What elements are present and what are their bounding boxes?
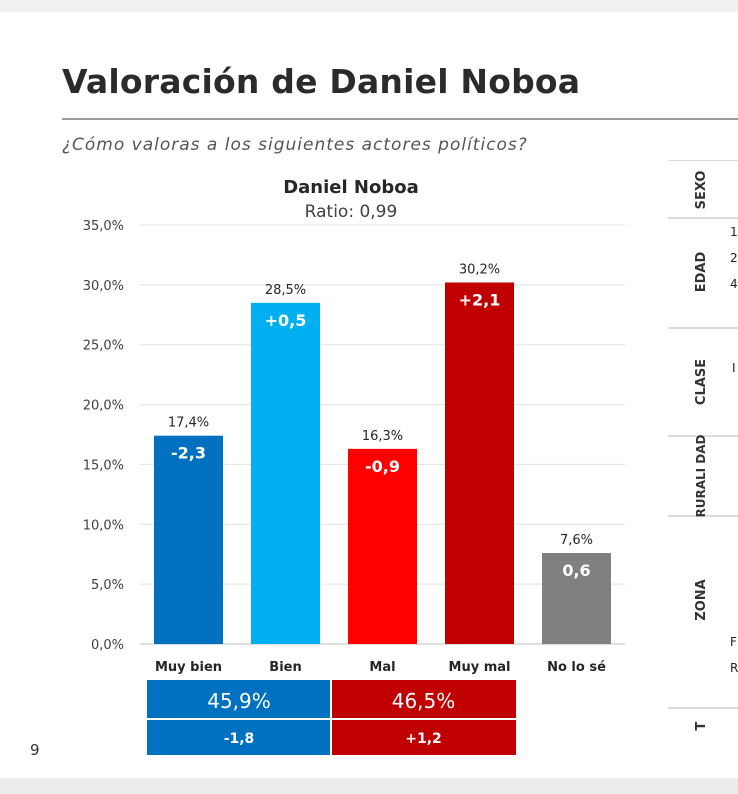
title-rule bbox=[62, 118, 738, 120]
x-category-label: No lo sé bbox=[547, 660, 606, 675]
summary-positive-change: -1,8 bbox=[224, 731, 255, 747]
side-label-clase: CLASE bbox=[694, 359, 709, 405]
x-category-label: Mal bbox=[369, 660, 395, 675]
bar-value-label: 28,5% bbox=[265, 283, 306, 298]
chart-subtitle: Ratio: 0,99 bbox=[305, 202, 398, 222]
side-label-edad: EDAD bbox=[694, 252, 709, 293]
bar bbox=[445, 282, 514, 644]
bar bbox=[251, 302, 320, 644]
x-category-label: Muy mal bbox=[449, 660, 511, 675]
x-category-label: Muy bien bbox=[155, 660, 222, 675]
bar-change-label: -0,9 bbox=[365, 457, 400, 476]
bar-value-label: 30,2% bbox=[459, 262, 500, 277]
y-tick-label: 25,0% bbox=[83, 339, 124, 354]
summary-negative-box bbox=[331, 680, 516, 755]
summary-positive-box bbox=[147, 680, 331, 755]
side-panel-crosstab: SEXO EDAD CLASE RURALI DAD ZONA T 1 2 4 … bbox=[668, 160, 738, 730]
side-label-total: T bbox=[694, 721, 709, 730]
summary-negative-change: +1,2 bbox=[405, 731, 442, 747]
survey-question: ¿Cómo valoras a los siguientes actores p… bbox=[62, 135, 528, 155]
x-category-label: Bien bbox=[269, 660, 301, 675]
bottom-strip bbox=[0, 778, 738, 794]
bar-change-label: +2,1 bbox=[459, 290, 501, 309]
bar bbox=[154, 435, 223, 644]
y-tick-label: 15,0% bbox=[83, 458, 124, 473]
side-fragment: F bbox=[730, 635, 737, 649]
bar-value-label: 16,3% bbox=[362, 429, 403, 444]
side-label-zona: ZONA bbox=[694, 579, 709, 620]
bar-value-label: 17,4% bbox=[168, 416, 209, 431]
top-strip bbox=[0, 0, 738, 12]
page-title: Valoración de Daniel Noboa bbox=[62, 62, 581, 101]
y-tick-label: 30,0% bbox=[83, 279, 124, 294]
side-fragment: 4 bbox=[730, 277, 738, 291]
bar-change-label: -2,3 bbox=[171, 444, 206, 463]
bar bbox=[348, 448, 417, 644]
y-tick-label: 10,0% bbox=[83, 518, 124, 533]
summary-positive-total: 45,9% bbox=[207, 689, 271, 713]
chart-title: Daniel Noboa bbox=[283, 177, 419, 198]
y-tick-label: 20,0% bbox=[83, 399, 124, 414]
side-fragment: I bbox=[732, 361, 736, 375]
bar-value-label: 7,6% bbox=[560, 533, 593, 548]
bar-change-label: 0,6 bbox=[562, 561, 590, 580]
side-fragment: 1 bbox=[730, 225, 738, 239]
bar bbox=[542, 553, 611, 644]
summary-negative-total: 46,5% bbox=[392, 689, 456, 713]
y-tick-label: 0,0% bbox=[91, 638, 124, 653]
page-number: 9 bbox=[30, 741, 40, 759]
y-tick-label: 35,0% bbox=[83, 219, 124, 234]
bar-change-label: +0,5 bbox=[265, 311, 307, 330]
side-fragment: 2 bbox=[730, 251, 738, 265]
side-label-ruralidad: RURALI DAD bbox=[694, 434, 708, 517]
y-tick-label: 5,0% bbox=[91, 578, 124, 593]
side-fragment: R bbox=[730, 661, 738, 675]
side-label-sexo: SEXO bbox=[694, 171, 709, 210]
